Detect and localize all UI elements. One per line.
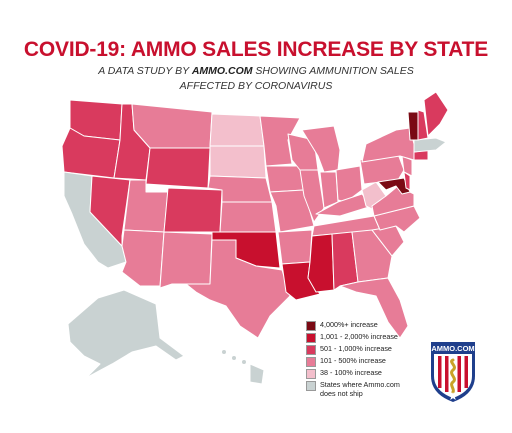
legend-swatch: [306, 357, 316, 367]
legend-item: 501 - 1,000% increase: [306, 344, 426, 356]
legend-item: 101 - 500% increase: [306, 356, 426, 368]
legend-swatch: [306, 381, 316, 391]
state-utah: [123, 179, 169, 233]
legend-label: States where Ammo.com does not ship: [320, 380, 400, 398]
legend-swatch: [306, 345, 316, 355]
badge-text: AMMO.COM: [431, 344, 474, 353]
legend-item: 1,001 - 2,000% increase: [306, 332, 426, 344]
legend-swatch: [306, 321, 316, 331]
state-north-dakota: [209, 113, 265, 147]
state-nevada: [89, 175, 131, 247]
state-colorado: [163, 187, 223, 233]
state-illinois: [299, 169, 325, 223]
state-iowa: [265, 165, 305, 193]
subtitle-line-1: A DATA STUDY BY AMMO.COM SHOWING AMMUNIT…: [0, 65, 512, 77]
legend-label: 101 - 500% increase: [320, 356, 386, 365]
legend-item: 4,000%+ increase: [306, 320, 426, 332]
state-arizona: [121, 229, 165, 287]
legend-swatch: [306, 333, 316, 343]
state-mississippi: [307, 233, 335, 293]
legend-label-line-1: States where Ammo.com: [320, 380, 400, 389]
legend-swatch: [306, 369, 316, 379]
star-icon: [448, 392, 458, 400]
state-minnesota: [259, 115, 301, 167]
legend-label: 1,001 - 2,000% increase: [320, 332, 398, 341]
ammo-com-badge: AMMO.COM: [431, 342, 475, 402]
legend: 4,000%+ increase 1,001 - 2,000% increase…: [306, 320, 426, 400]
snake-icon: [450, 358, 456, 394]
page-title: COVID-19: AMMO SALES INCREASE BY STATE: [23, 38, 489, 61]
legend-item: 38 - 100% increase: [306, 368, 426, 380]
state-vermont: [407, 111, 419, 141]
state-florida: [339, 277, 409, 339]
subtitle-prefix: A DATA STUDY BY: [98, 65, 192, 77]
legend-label: 4,000%+ increase: [320, 320, 378, 329]
legend-label: 501 - 1,000% increase: [320, 344, 392, 353]
legend-item: States where Ammo.com does not ship: [306, 380, 426, 400]
subtitle-suffix: SHOWING AMMUNITION SALES: [252, 65, 414, 77]
state-wyoming: [145, 147, 211, 189]
state-new-hampshire: [417, 109, 429, 141]
state-maryland: [377, 177, 411, 195]
state-maine: [423, 91, 449, 137]
state-delaware: [403, 171, 411, 191]
state-arkansas: [277, 229, 313, 265]
state-massachusetts: [413, 137, 447, 153]
legend-label-line-2: does not ship: [320, 389, 363, 398]
state-texas: [185, 239, 291, 339]
state-ohio: [335, 165, 363, 203]
state-missouri: [269, 189, 315, 233]
badge-stripes: [438, 356, 468, 392]
state-montana: [131, 103, 213, 149]
state-kansas: [219, 201, 277, 233]
state-alaska: [67, 289, 185, 379]
state-new-mexico: [159, 231, 213, 289]
state-south-dakota: [209, 145, 267, 179]
state-hawaii: [221, 349, 265, 385]
subtitle-brand: AMMO.COM: [191, 65, 253, 77]
subtitle-line-2: AFFECTED BY CORONAVIRUS: [179, 80, 333, 92]
legend-label: 38 - 100% increase: [320, 368, 382, 377]
state-new-york: [361, 127, 417, 163]
